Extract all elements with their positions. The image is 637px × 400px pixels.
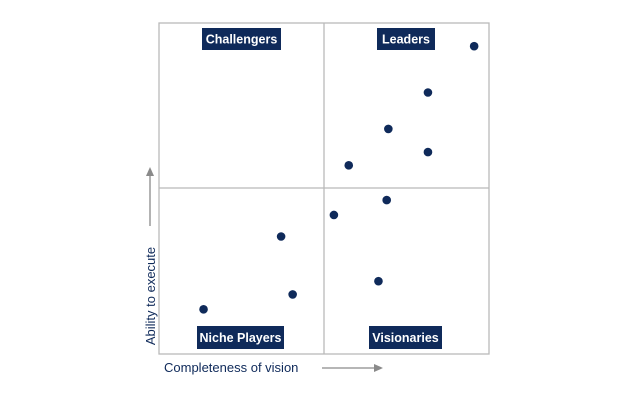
y-axis-arrow-icon (146, 167, 154, 226)
quadrant-label-text: Visionaries (372, 331, 439, 345)
quadrant-label-leaders: Leaders (377, 28, 435, 50)
quadrant-label-bg (369, 326, 442, 349)
x-axis-arrow-icon (322, 364, 383, 372)
quadrant-label-niche-players: Niche Players (197, 326, 284, 349)
data-point-10 (374, 276, 383, 286)
quadrant-label-visionaries: Visionaries (369, 326, 442, 349)
data-point-8 (276, 232, 286, 241)
data-point-5 (344, 161, 354, 170)
data-point-4 (423, 147, 433, 157)
quadrant-label-bg (202, 28, 281, 50)
data-point-9 (288, 290, 297, 299)
quadrant-label-text: Leaders (382, 33, 430, 47)
data-point-2 (423, 88, 433, 97)
quadrant-label-text: Challengers (206, 33, 278, 47)
data-points (199, 41, 479, 314)
data-point-11 (199, 305, 208, 314)
data-point-7 (329, 210, 339, 220)
quadrant-label-text: Niche Players (200, 331, 282, 345)
quadrant-label-challengers: Challengers (202, 28, 281, 50)
data-point-1 (469, 41, 479, 51)
quadrant-label-bg (377, 28, 435, 50)
y-axis-label: Ability to execute (143, 247, 158, 345)
data-point-6 (382, 195, 392, 205)
data-point-3 (384, 124, 393, 134)
quadrant-label-bg (197, 326, 284, 349)
x-axis-label: Completeness of vision (164, 360, 298, 375)
